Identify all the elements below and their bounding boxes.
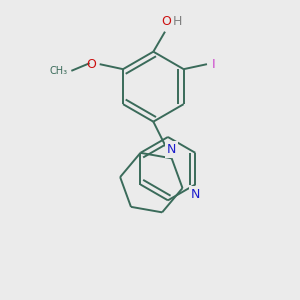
Text: O: O [86,58,96,71]
Text: H: H [172,15,182,28]
Text: N: N [190,188,200,201]
Text: I: I [211,58,215,71]
Text: CH₃: CH₃ [50,66,68,76]
Text: N: N [167,143,176,156]
Text: O: O [161,15,171,28]
